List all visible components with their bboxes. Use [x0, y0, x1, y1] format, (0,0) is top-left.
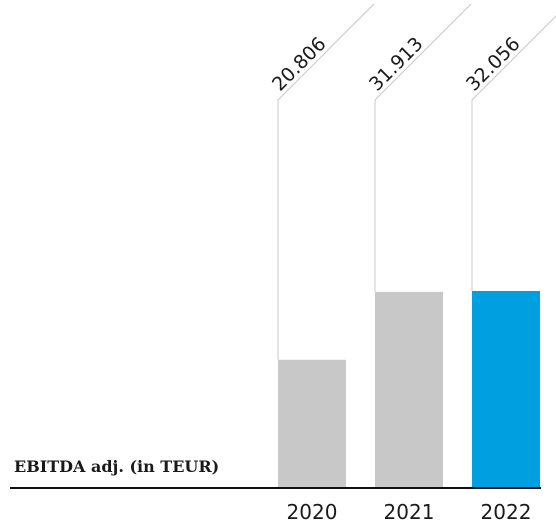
value-label: 32.056 [462, 33, 525, 96]
x-tick-label: 2020 [287, 500, 338, 524]
bar [278, 359, 346, 487]
leader-line [277, 3, 375, 360]
chart-title: EBITDA adj. (in TEUR) [14, 457, 219, 476]
leader-line [374, 3, 472, 292]
bar [375, 291, 443, 487]
x-tick-label: 2021 [384, 500, 435, 524]
value-label: 31.913 [365, 33, 428, 96]
bar [472, 291, 540, 487]
x-tick-label: 2022 [481, 500, 532, 524]
leader-line [471, 15, 556, 291]
value-label: 20.806 [268, 33, 331, 96]
